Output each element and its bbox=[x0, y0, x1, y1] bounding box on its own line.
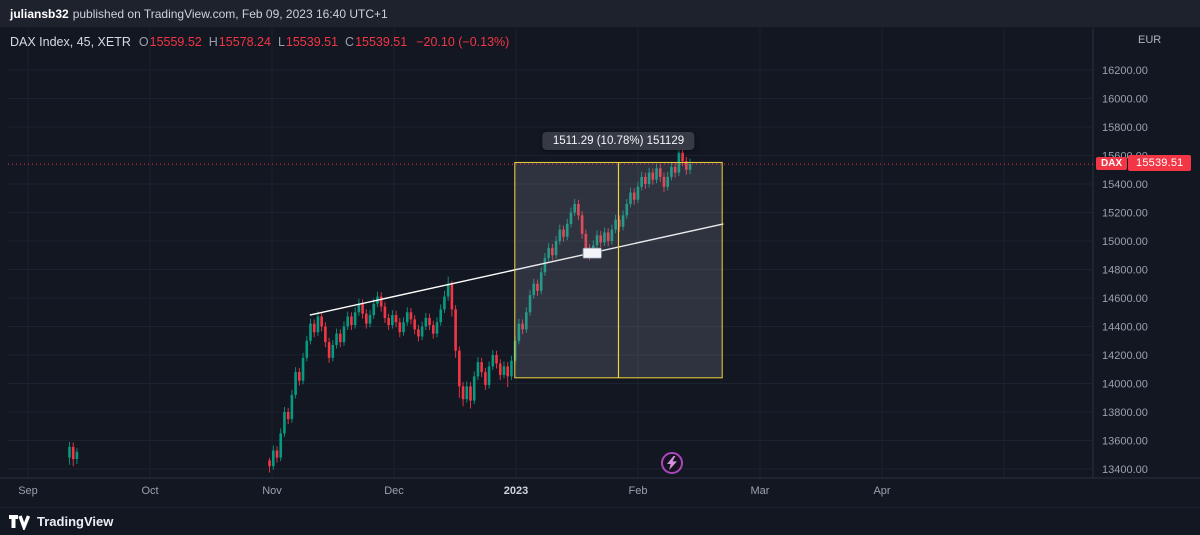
price-axis-flag: 15539.51 bbox=[1128, 155, 1192, 172]
trend-line[interactable] bbox=[309, 223, 724, 316]
price-tick-label: 13400.00 bbox=[1102, 464, 1148, 476]
chart-pane[interactable]: 16200.0016000.0015800.0015600.0015400.00… bbox=[0, 28, 1200, 507]
time-tick-label: Oct bbox=[141, 485, 158, 497]
price-tick-label: 16000.00 bbox=[1102, 94, 1148, 106]
price-tick-label: 13600.00 bbox=[1102, 436, 1148, 448]
dax-price-flag: DAX bbox=[1096, 157, 1128, 171]
tradingview-logo[interactable] bbox=[9, 514, 30, 530]
ohlc-close: C15539.51 bbox=[345, 35, 408, 49]
price-tick-label: 14200.00 bbox=[1102, 350, 1148, 362]
ohlc-low: L15539.51 bbox=[277, 35, 339, 49]
price-tick-label: 16200.00 bbox=[1102, 65, 1148, 77]
currency-label: EUR bbox=[1138, 34, 1162, 46]
ohlc-open: O15559.52 bbox=[138, 35, 202, 49]
time-tick-label: Dec bbox=[384, 485, 404, 497]
idea-marker[interactable] bbox=[661, 452, 684, 475]
footer-bar: TradingView bbox=[0, 507, 1200, 535]
time-tick-label: Apr bbox=[873, 485, 890, 497]
publisher-username: juliansb32 bbox=[10, 6, 69, 21]
brand-name: TradingView bbox=[37, 514, 114, 529]
tradingview-logo-icon bbox=[9, 514, 30, 530]
price-tick-label: 15400.00 bbox=[1102, 179, 1148, 191]
ohlc-high: H15578.24 bbox=[208, 35, 271, 49]
time-axis[interactable]: Sep Oct Nov Dec 2023 Feb Mar Apr bbox=[18, 485, 891, 497]
price-tick-label: 14800.00 bbox=[1102, 265, 1148, 277]
price-tick-label: 14000.00 bbox=[1102, 379, 1148, 391]
range-tooltip: 1511.29 (10.78%) 151129 bbox=[542, 132, 695, 151]
time-tick-label: Nov bbox=[262, 485, 282, 497]
time-tick-label: Sep bbox=[18, 485, 38, 497]
price-axis[interactable]: 16200.0016000.0015800.0015600.0015400.00… bbox=[1102, 65, 1148, 476]
publish-text: published on TradingView.com, Feb 09, 20… bbox=[72, 6, 388, 21]
price-tick-label: 15000.00 bbox=[1102, 236, 1148, 248]
price-tick-label: 15200.00 bbox=[1102, 208, 1148, 220]
symbol-info-bar: DAX Index, 45, XETR O15559.52 H15578.24 … bbox=[10, 35, 509, 49]
change-value: −20.10 (−0.13%) bbox=[416, 35, 510, 49]
price-tick-label: 13800.00 bbox=[1102, 407, 1148, 419]
drawings-layer[interactable] bbox=[8, 161, 1093, 379]
price-tick-label: 15800.00 bbox=[1102, 122, 1148, 134]
selection-marker-box[interactable] bbox=[582, 247, 602, 259]
publish-attribution-bar: juliansb32 published on TradingView.com,… bbox=[0, 0, 1200, 28]
time-tick-label: 2023 bbox=[504, 485, 528, 497]
symbol-title[interactable]: DAX Index, 45, XETR bbox=[10, 35, 131, 49]
lightning-icon bbox=[667, 456, 678, 471]
price-tick-label: 14400.00 bbox=[1102, 322, 1148, 334]
price-tick-label: 14600.00 bbox=[1102, 293, 1148, 305]
time-tick-label: Feb bbox=[629, 485, 648, 497]
candlestick-chart[interactable]: 16200.0016000.0015800.0015600.0015400.00… bbox=[0, 28, 1200, 507]
grid-layer bbox=[0, 28, 1200, 479]
time-tick-label: Mar bbox=[751, 485, 770, 497]
